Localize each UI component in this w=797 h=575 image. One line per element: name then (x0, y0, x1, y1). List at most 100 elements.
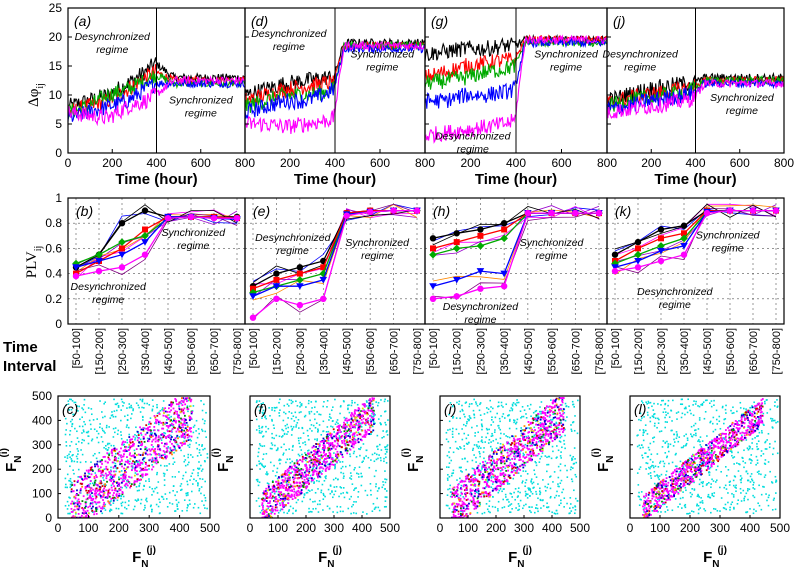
scatter-point (128, 433, 131, 436)
scatter-point (477, 489, 480, 492)
scatter-point (314, 459, 317, 462)
scatter-point (76, 437, 79, 439)
panel-label: (d) (251, 13, 268, 29)
scatter-point (357, 431, 360, 434)
scatter-point (510, 493, 513, 495)
scatter-point (372, 417, 375, 420)
scatter-point (274, 509, 277, 512)
scatter-point (345, 491, 348, 494)
scatter-point (295, 469, 297, 471)
scatter-point (546, 456, 548, 459)
scatter-point (296, 490, 298, 493)
annotation-desync-line: regime (96, 44, 128, 56)
scatter-point (451, 492, 454, 495)
scatter-point (487, 442, 490, 444)
y-tick-label: 200 (32, 462, 52, 476)
scatter-point (147, 440, 150, 443)
scatter-point (101, 485, 104, 487)
scatter-point (130, 404, 132, 407)
annotation-desync: Desynchronized regime (443, 301, 519, 326)
scatter-point (481, 491, 484, 494)
scatter-point (267, 489, 270, 492)
scatter-point (289, 505, 292, 508)
scatter-point (354, 401, 356, 404)
scatter-point (461, 480, 464, 483)
category-label: [50-100] (428, 328, 440, 368)
scatter-point (575, 461, 578, 464)
scatter-point (354, 416, 357, 419)
scatter-point (524, 485, 526, 488)
scatter-point (312, 473, 315, 476)
scatter-point (485, 495, 488, 498)
scatter-point (84, 505, 87, 508)
annotation-desync-line: regime (659, 299, 691, 311)
scatter-point (262, 508, 264, 511)
scatter-point (554, 435, 557, 438)
scatter-point (95, 474, 97, 477)
scatter-point (68, 398, 71, 401)
scatter-point (104, 415, 106, 418)
scatter-point (178, 447, 181, 449)
scatter-point (292, 415, 295, 418)
scatter-point (123, 453, 125, 456)
scatter-point (78, 505, 81, 508)
scatter-point (459, 477, 461, 480)
scatter-point (353, 423, 356, 426)
scatter-point (479, 402, 482, 404)
scatter-point (261, 426, 263, 429)
scatter-point (496, 475, 499, 478)
scatter-point (311, 458, 313, 461)
annotation-desync-line: Desynchronized (435, 131, 511, 143)
scatter-point (491, 505, 494, 508)
scatter-point (558, 397, 561, 400)
scatter-point (163, 475, 166, 477)
scatter-point (274, 490, 276, 493)
scatter-point (367, 428, 369, 431)
scatter-point (362, 460, 364, 463)
scatter-point (83, 478, 86, 481)
scatter-point (473, 484, 476, 487)
scatter-point (279, 494, 281, 497)
scatter-point (274, 487, 277, 490)
scatter-point (265, 495, 268, 498)
scatter-point (352, 414, 355, 417)
scatter-point (491, 407, 494, 410)
scatter-point (301, 455, 304, 458)
scatter-point (155, 456, 158, 459)
scatter-point (331, 490, 333, 492)
scatter-point (296, 470, 299, 473)
scatter-point (79, 487, 82, 490)
scatter-point (347, 507, 350, 510)
scatter-point (538, 440, 540, 443)
scatter-point (127, 504, 130, 507)
scatter-point (553, 512, 556, 515)
scatter-point (311, 511, 313, 513)
axes-frame (244, 197, 426, 325)
scatter-point (545, 430, 548, 433)
scatter-point (460, 470, 462, 472)
scatter-point (68, 453, 70, 456)
scatter-point (333, 431, 336, 433)
scatter-point (142, 428, 145, 431)
series-line-pair-5 (75, 216, 237, 277)
scatter-point (517, 467, 520, 470)
scatter-point (311, 446, 314, 449)
scatter-point (131, 465, 134, 467)
scatter-point (157, 429, 160, 432)
scatter-point (100, 482, 103, 485)
scatter-point (558, 485, 560, 488)
scatter-point (271, 505, 274, 508)
data-point (390, 207, 397, 214)
scatter-point (485, 486, 487, 488)
scatter-point (468, 415, 471, 417)
scatter-point (104, 496, 107, 499)
scatter-point (489, 468, 492, 471)
scatter-point (72, 413, 74, 416)
scatter-point (506, 442, 509, 445)
scatter-point (265, 492, 268, 495)
scatter-point (175, 399, 177, 402)
scatter-point (83, 404, 85, 406)
scatter-point (126, 456, 128, 458)
scatter-point (317, 488, 319, 490)
scatter-point (291, 445, 294, 448)
